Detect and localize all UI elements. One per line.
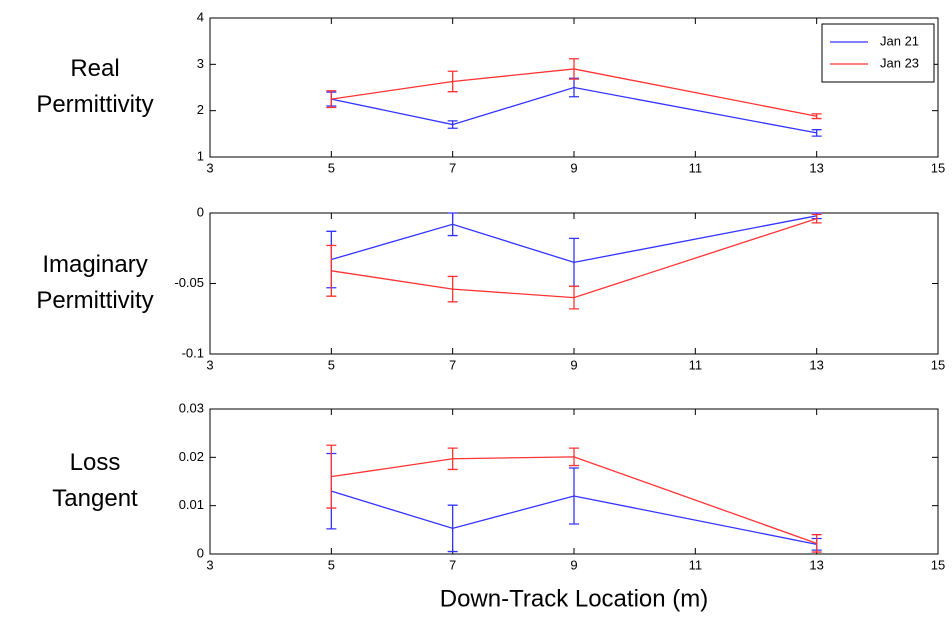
legend-box xyxy=(821,23,935,83)
x-tick-label: 7 xyxy=(449,557,456,572)
x-tick-label: 3 xyxy=(206,160,213,175)
y-tick-label: 1 xyxy=(197,148,204,163)
x-tick-label: 13 xyxy=(809,160,823,175)
error-bar xyxy=(569,447,579,467)
error-bar xyxy=(811,534,822,553)
error-bar xyxy=(811,113,822,120)
y-tick-label: 0.02 xyxy=(179,449,204,464)
error-bar xyxy=(569,237,579,287)
x-tick-label: 3 xyxy=(206,557,213,572)
x-tick-label: 11 xyxy=(689,557,703,572)
error-bar xyxy=(569,58,579,80)
error-bar xyxy=(447,70,458,93)
x-tick-label: 5 xyxy=(328,557,335,572)
error-bar xyxy=(326,90,337,109)
y-tick-label: 0 xyxy=(197,545,204,560)
error-bar xyxy=(447,275,458,303)
y-axis-label: Permittivity xyxy=(36,287,153,314)
x-tick-label: 7 xyxy=(449,357,456,372)
series-line xyxy=(331,68,817,117)
series-line xyxy=(331,456,817,544)
y-tick-label: 3 xyxy=(197,56,204,71)
y-tick-label: -0.05 xyxy=(174,275,204,290)
error-bar xyxy=(447,504,458,553)
y-tick-label: -0.1 xyxy=(182,345,204,360)
y-tick-label: 0.03 xyxy=(179,400,204,415)
error-bar xyxy=(811,129,822,137)
x-tick-label: 5 xyxy=(328,357,335,372)
error-bar xyxy=(569,467,579,525)
x-tick-label: 11 xyxy=(689,160,703,175)
legend-label: Jan 23 xyxy=(880,55,919,70)
x-tick-label: 5 xyxy=(328,160,335,175)
error-bar xyxy=(326,244,337,297)
x-tick-label: 11 xyxy=(689,357,703,372)
error-bar xyxy=(811,213,822,224)
x-tick-label: 9 xyxy=(570,357,577,372)
y-tick-label: 4 xyxy=(197,9,204,24)
error-bar xyxy=(447,447,458,471)
y-axis-label: Real xyxy=(70,55,119,82)
y-axis-label: Loss xyxy=(70,449,121,476)
error-bar xyxy=(326,444,337,509)
y-axis-label: Imaginary xyxy=(42,251,147,278)
y-tick-label: 0 xyxy=(197,204,204,219)
x-tick-label: 7 xyxy=(449,160,456,175)
error-bar xyxy=(447,212,458,237)
x-tick-label: 9 xyxy=(570,160,577,175)
y-tick-label: 0.01 xyxy=(179,497,204,512)
y-tick-label: 2 xyxy=(197,102,204,117)
x-tick-label: 13 xyxy=(809,557,823,572)
legend-label: Jan 21 xyxy=(880,33,919,48)
x-tick-label: 15 xyxy=(931,557,945,572)
error-bar xyxy=(447,120,458,129)
series-line xyxy=(331,490,817,545)
x-tick-label: 15 xyxy=(931,357,945,372)
series-line xyxy=(331,215,817,264)
error-bar xyxy=(569,285,579,310)
series-line xyxy=(331,218,817,299)
x-axis-label: Down-Track Location (m) xyxy=(440,585,709,612)
x-tick-label: 13 xyxy=(809,357,823,372)
x-tick-label: 9 xyxy=(570,557,577,572)
x-tick-label: 15 xyxy=(931,160,945,175)
series-line xyxy=(331,86,817,134)
y-axis-label: Tangent xyxy=(52,485,138,512)
y-axis-label: Permittivity xyxy=(36,91,153,118)
x-tick-label: 3 xyxy=(206,357,213,372)
